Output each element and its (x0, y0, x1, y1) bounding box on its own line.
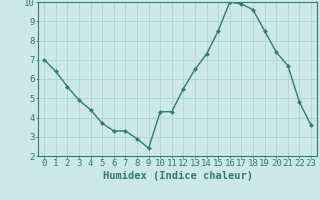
X-axis label: Humidex (Indice chaleur): Humidex (Indice chaleur) (103, 171, 252, 181)
